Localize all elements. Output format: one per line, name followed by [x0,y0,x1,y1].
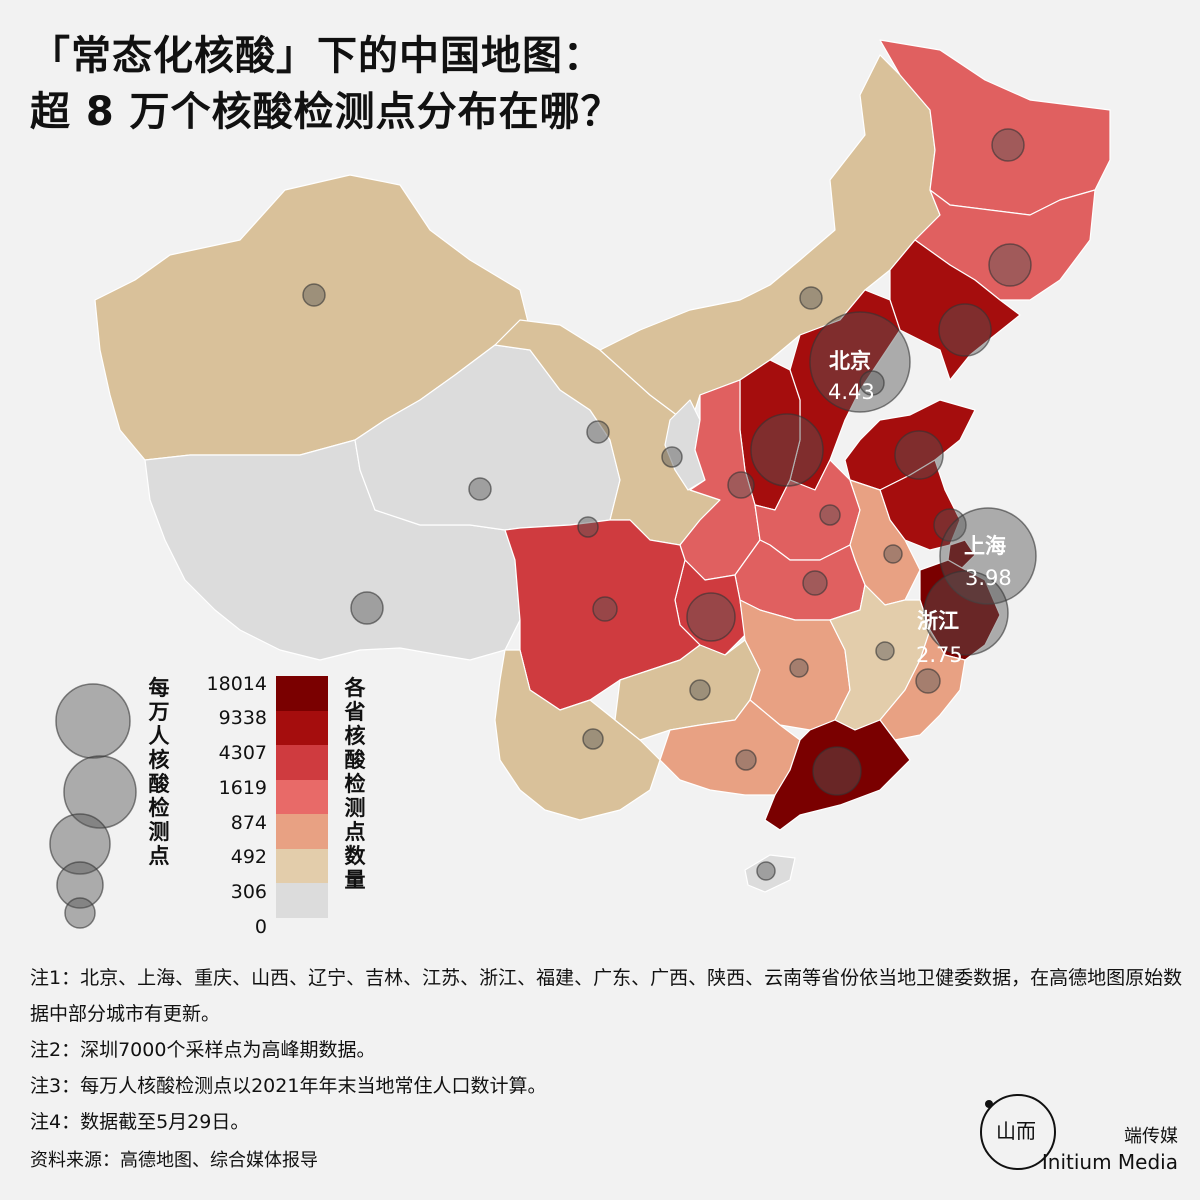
city-label-beijing-value: 4.43 [828,380,875,404]
legend-swatch-5 [276,814,328,849]
bubble-inner-mongolia [799,286,823,310]
bubble-sichuan-north [577,516,599,538]
bubble-jiangsu [933,508,967,542]
legend-swatch-2 [276,710,328,745]
province-hainan [744,854,796,893]
province-guangdong [764,719,911,831]
note-3: 注3：每万人核酸检测点以2021年年末当地常住人口数计算。 [30,1075,547,1097]
legend-bubble-4 [56,861,104,909]
legend-threshold-5: 874 [230,812,267,834]
page-title: 「常态化核酸」下的中国地图： 超 8 万个核酸检测点分布在哪？ [30,28,622,140]
note-4: 注4：数据截至5月29日。 [30,1111,250,1133]
province-shanghai [947,539,976,569]
color-legend-title: 各省核酸检测点数量 [344,676,366,892]
city-label-zhejiang-value: 2.75 [916,643,963,667]
legend-bubble-5 [64,897,96,929]
legend-swatch-6 [276,848,328,883]
title-line-2: 超 8 万个核酸检测点分布在哪？ [30,89,622,135]
bubble-legend-title: 每万人核酸检测点 [148,676,170,868]
province-yunnan [494,649,661,821]
notes: 注1：北京、上海、重庆、山西、辽宁、吉林、江苏、浙江、福建、广东、广西、陕西、云… [30,960,1190,1140]
color-legend-swatches [276,676,328,918]
city-label-shanghai-value: 3.98 [965,566,1012,590]
bubble-hunan [789,658,809,678]
bubble-fujian [915,668,941,694]
city-label-zhejiang-name: 浙江 [917,609,959,633]
bubble-ningxia [661,446,683,468]
bubble-tianjin [859,370,885,396]
note-1: 注1：北京、上海、重庆、山西、辽宁、吉林、江苏、浙江、福建、广东、广西、陕西、云… [30,967,1183,1025]
legend-swatch-7 [276,883,328,918]
bubble-gansu [586,420,610,444]
bubble-guizhou [689,679,711,701]
bubble-liaoning [938,303,992,357]
china-map: 北京 4.43 上海 3.98 浙江 2.75 [94,39,1111,893]
province-shandong [844,399,976,491]
note-2: 注2：深圳7000个采样点为高峰期数据。 [30,1039,376,1061]
bubble-shaanxi [727,471,755,499]
bubble-heilongjiang [991,128,1025,162]
legend-threshold-6: 492 [230,846,267,868]
bubble-zhejiang [923,570,1009,656]
legend-threshold-7: 306 [230,881,267,903]
bubble-guangdong [812,746,862,796]
bubble-tibet [350,591,384,625]
svg-text:山而: 山而 [996,1119,1036,1143]
legend-bubble-2 [63,755,137,829]
bubble-shandong [894,430,944,480]
bubble-xinjiang [302,283,326,307]
legend-bubble-3 [49,813,111,875]
bubble-chongqing [686,592,736,642]
legend-swatch-3 [276,745,328,780]
bubble-jiangxi [875,641,895,661]
bubble-henan [819,504,841,526]
legend-threshold-4: 1619 [218,777,267,799]
bubble-shanxi [750,413,824,487]
legend-swatch-4 [276,779,328,814]
brand-name-en: Initium Media [1041,1150,1178,1174]
bubble-anhui [883,544,903,564]
bubble-jilin [988,243,1032,287]
bubble-beijing [809,311,911,413]
bubble-size-legend [49,683,137,929]
legend-bubble-1 [55,683,131,759]
bubble-sichuan [592,596,618,622]
bubble-qinghai [468,477,492,501]
bubble-guangxi [735,749,757,771]
source-credit: 资料来源：高德地图、综合媒体报导 [30,1150,318,1171]
city-label-beijing-name: 北京 [829,349,871,373]
bubble-hainan [756,861,776,881]
brand-name-cn: 端传媒 [1124,1126,1178,1147]
legend-swatch-1 [276,676,328,711]
legend-threshold-2: 9338 [218,707,267,729]
legend-threshold-3: 4307 [218,742,267,764]
bubble-shanghai [939,507,1037,605]
initium-logo-icon: 山而 [980,1094,1056,1170]
legend-threshold-1: 18014 [206,673,267,695]
legend-threshold-8: 0 [254,916,267,938]
bubble-hubei [802,570,828,596]
bubble-yunnan [582,728,604,750]
title-line-1: 「常态化核酸」下的中国地图： [30,33,604,79]
city-label-shanghai-name: 上海 [964,534,1006,558]
